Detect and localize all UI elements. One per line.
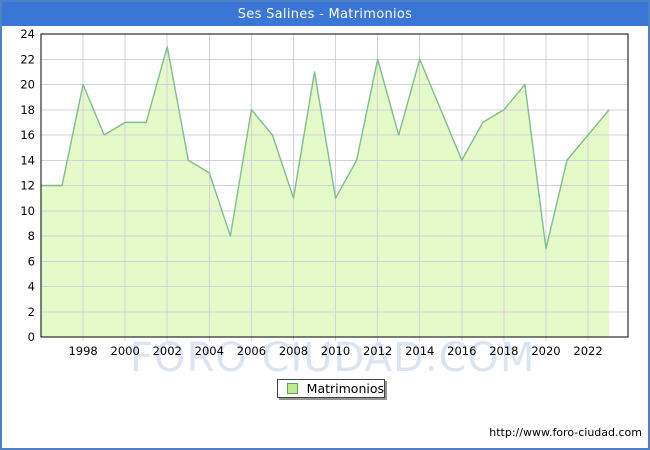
source-url: http://www.foro-ciudad.com bbox=[489, 426, 642, 439]
svg-text:2000: 2000 bbox=[111, 344, 140, 358]
legend-swatch-icon bbox=[287, 383, 298, 394]
svg-text:2010: 2010 bbox=[321, 344, 350, 358]
svg-text:8: 8 bbox=[28, 229, 35, 243]
svg-text:2004: 2004 bbox=[195, 344, 224, 358]
svg-text:2002: 2002 bbox=[153, 344, 182, 358]
svg-text:14: 14 bbox=[20, 153, 35, 167]
svg-text:0: 0 bbox=[28, 330, 35, 344]
svg-text:24: 24 bbox=[20, 27, 35, 41]
svg-text:18: 18 bbox=[20, 103, 35, 117]
svg-text:2014: 2014 bbox=[405, 344, 434, 358]
svg-text:2008: 2008 bbox=[279, 344, 308, 358]
chart-title: Ses Salines - Matrimonios bbox=[2, 2, 648, 26]
svg-text:2018: 2018 bbox=[489, 344, 518, 358]
svg-text:2016: 2016 bbox=[447, 344, 476, 358]
svg-text:2006: 2006 bbox=[237, 344, 266, 358]
svg-text:10: 10 bbox=[20, 204, 35, 218]
svg-text:2020: 2020 bbox=[531, 344, 560, 358]
svg-text:12: 12 bbox=[20, 179, 35, 193]
legend-box: Matrimonios bbox=[277, 379, 385, 398]
svg-text:2022: 2022 bbox=[573, 344, 602, 358]
watermark: FORO CIUDAD.COM bbox=[130, 335, 536, 381]
svg-text:20: 20 bbox=[20, 78, 35, 92]
svg-text:16: 16 bbox=[20, 128, 35, 142]
svg-text:1998: 1998 bbox=[68, 344, 97, 358]
svg-text:2012: 2012 bbox=[363, 344, 392, 358]
svg-text:22: 22 bbox=[20, 52, 35, 66]
svg-text:2: 2 bbox=[28, 305, 35, 319]
legend-label: Matrimonios bbox=[306, 381, 384, 396]
svg-text:6: 6 bbox=[28, 254, 35, 268]
svg-text:4: 4 bbox=[28, 280, 35, 294]
